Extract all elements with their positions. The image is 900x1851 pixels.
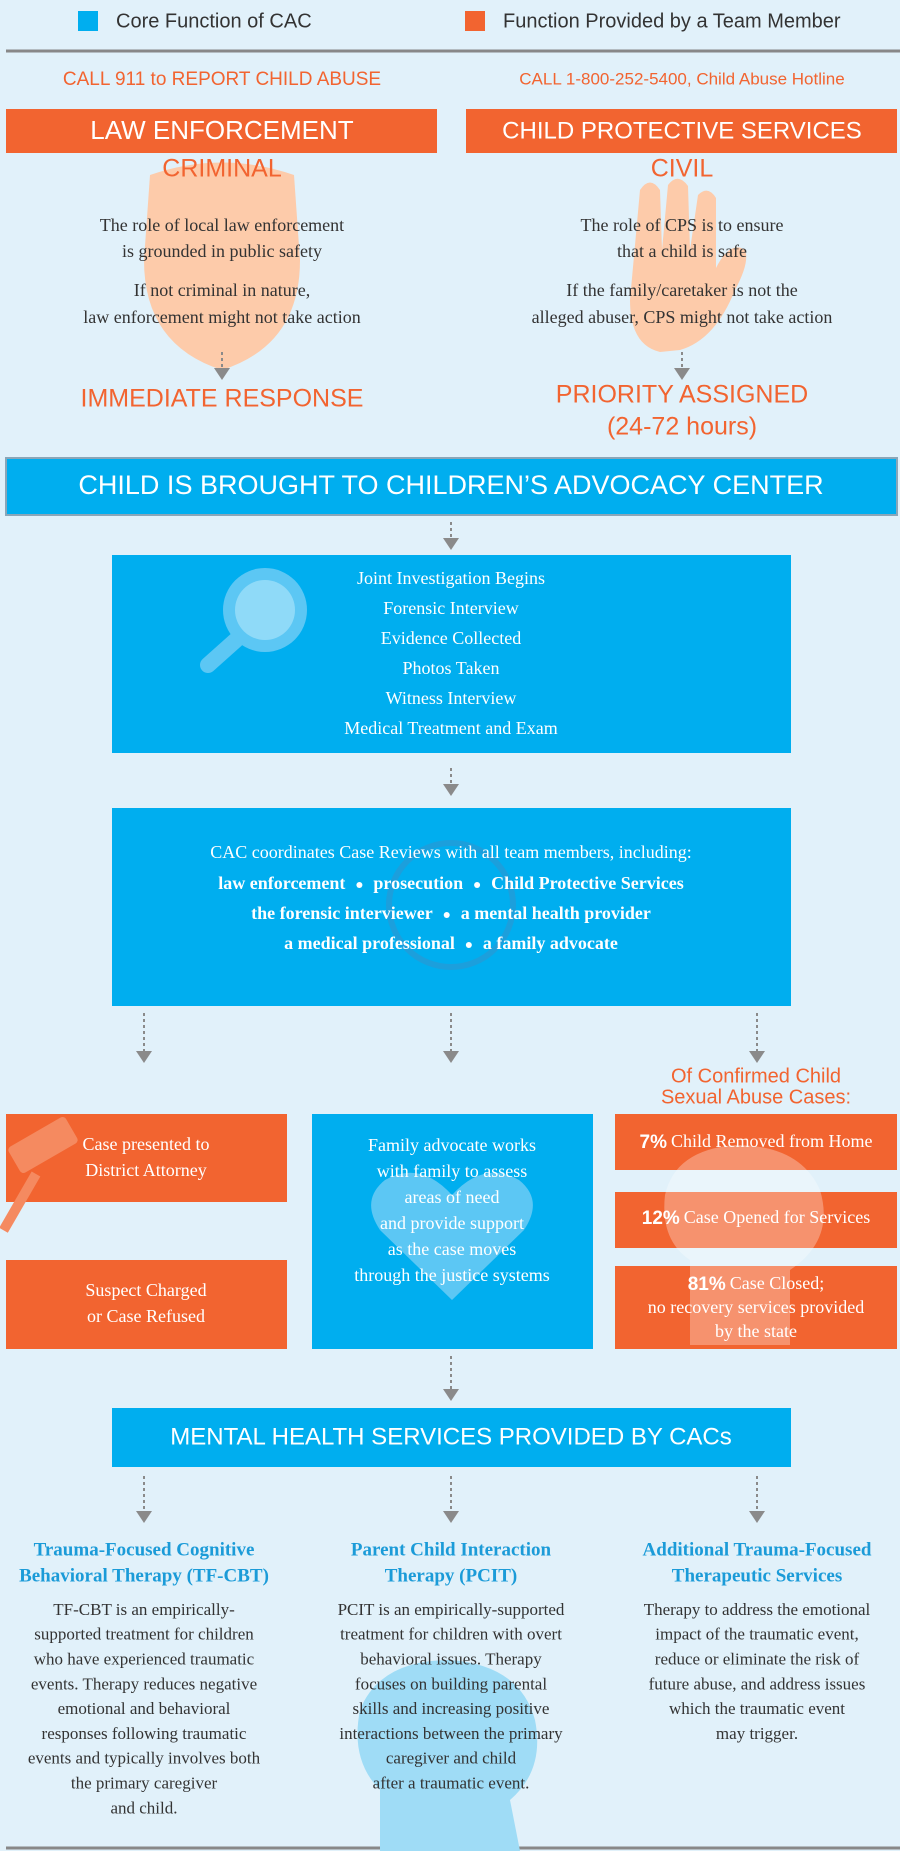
legend-label: Core Function of CAC (116, 10, 312, 32)
legal-text: District Attorney (85, 1160, 206, 1180)
infographic: Core Function of CAC Function Provided by… (0, 0, 900, 1851)
team-member: a family advocate (483, 933, 618, 953)
legend-swatch (78, 11, 98, 31)
banner-title: MENTAL HEALTH SERVICES PROVIDED BY CACs (170, 1423, 731, 1450)
agency-title: CHILD PROTECTIVE SERVICES (502, 117, 862, 144)
page: { "legend": [ {"label": "Core Function o… (0, 0, 900, 1851)
call-label: CALL 911 to REPORT CHILD ABUSE (63, 69, 381, 90)
limit-text: law enforcement might not take action (83, 307, 360, 327)
team-member: Child Protective Services (491, 873, 684, 893)
response-label: PRIORITY ASSIGNED (556, 381, 808, 409)
team-member: a medical professional (284, 933, 455, 953)
outcome-percent: 12% (642, 1208, 680, 1229)
therapy-body: and child. (110, 1798, 177, 1817)
call-label: CALL 1-800-252-5400, Child Abuse Hotline (519, 69, 844, 88)
family-advocate-text: and provide support (380, 1213, 524, 1233)
outcome-line: 81%Case Closed; (688, 1273, 825, 1295)
separator-dot (444, 912, 450, 918)
outcome-text: no recovery services provided (648, 1297, 864, 1317)
therapy-body: treatment for children with overt (340, 1625, 562, 1644)
therapy-body: may trigger. (716, 1724, 798, 1743)
limit-text: If the family/caretaker is not the (566, 280, 797, 300)
outcomes-title: Sexual Abuse Cases: (661, 1086, 851, 1108)
role-text: is grounded in public safety (122, 241, 322, 261)
therapy-title: Therapeutic Services (672, 1565, 842, 1586)
therapy-body: behavioral issues. Therapy (360, 1650, 542, 1669)
outcome-line: 7%Child Removed from Home (640, 1131, 873, 1153)
investigation-step: Medical Treatment and Exam (344, 718, 557, 738)
limit-text: alleged abuser, CPS might not take actio… (532, 307, 833, 327)
family-advocate-text: areas of need (405, 1187, 500, 1207)
legal-box (6, 1260, 287, 1349)
therapy-body: interactions between the primary (339, 1724, 563, 1743)
therapy-body: events and typically involves both (28, 1749, 261, 1768)
response-label: IMMEDIATE RESPONSE (81, 385, 364, 413)
therapy-body: skills and increasing positive (353, 1699, 550, 1718)
investigation-step: Joint Investigation Begins (357, 568, 545, 588)
role-text: that a child is safe (617, 241, 747, 261)
separator-dot (474, 882, 480, 888)
agency-title: LAW ENFORCEMENT (90, 115, 353, 145)
therapy-body: the primary caregiver (71, 1774, 218, 1793)
separator-dot (356, 882, 362, 888)
legal-text: Suspect Charged (85, 1280, 206, 1300)
role-text: The role of CPS is to ensure (581, 215, 784, 235)
therapy-body: future abuse, and address issues (649, 1674, 866, 1693)
therapy-body: who have experienced traumatic (34, 1650, 255, 1669)
legal-text: or Case Refused (87, 1306, 205, 1326)
therapy-title: Parent Child Interaction (351, 1539, 552, 1560)
therapy-title: Trauma-Focused Cognitive (34, 1539, 255, 1560)
outcome-text: by the state (715, 1321, 797, 1341)
therapy-body: focuses on building parental (355, 1674, 547, 1693)
response-label: (24-72 hours) (607, 413, 757, 441)
investigation-step: Photos Taken (403, 658, 500, 678)
legend-swatch (465, 11, 485, 31)
family-advocate-text: Family advocate works (368, 1135, 536, 1155)
therapy-body: after a traumatic event. (373, 1774, 530, 1793)
case-review-intro: CAC coordinates Case Reviews with all te… (210, 842, 691, 862)
therapy-body: impact of the traumatic event, (655, 1625, 858, 1644)
therapy-body: caregiver and child (386, 1749, 517, 1768)
family-advocate-text: as the case moves (388, 1239, 516, 1259)
outcome-line: 12%Case Opened for Services (642, 1207, 870, 1229)
outcome-percent: 81% (688, 1274, 726, 1295)
case-type: CIVIL (651, 155, 714, 183)
legend-label: Function Provided by a Team Member (503, 10, 841, 32)
therapy-body: emotional and behavioral (58, 1699, 231, 1718)
investigation-step: Witness Interview (386, 688, 517, 708)
therapy-body: Therapy to address the emotional (644, 1600, 871, 1619)
investigation-step: Forensic Interview (383, 598, 518, 618)
team-member: a mental health provider (461, 903, 651, 923)
team-member: prosecution (373, 873, 463, 893)
family-advocate-text: through the justice systems (354, 1265, 549, 1285)
therapy-body: TF-CBT is an empirically- (53, 1600, 235, 1619)
outcomes-title: Of Confirmed Child (671, 1065, 841, 1087)
banner-title: CHILD IS BROUGHT TO CHILDREN’S ADVOCACY … (78, 470, 823, 500)
therapy-body: events. Therapy reduces negative (31, 1674, 257, 1693)
therapy-title: Therapy (PCIT) (385, 1565, 517, 1586)
therapy-body: supported treatment for children (34, 1625, 254, 1644)
investigation-step: Evidence Collected (381, 628, 521, 648)
team-member: law enforcement (218, 873, 345, 893)
family-advocate-text: with family to assess (377, 1161, 528, 1181)
team-member: the forensic interviewer (251, 903, 433, 923)
role-text: The role of local law enforcement (100, 215, 344, 235)
outcome-percent: 7% (640, 1132, 668, 1153)
therapy-body: PCIT is an empirically-supported (338, 1600, 565, 1619)
outcome-text: Case Opened for Services (684, 1207, 870, 1227)
limit-text: If not criminal in nature, (134, 280, 310, 300)
case-review-box (112, 808, 791, 1006)
therapy-title: Behavioral Therapy (TF-CBT) (19, 1565, 269, 1586)
separator-dot (466, 942, 472, 948)
therapy-title: Additional Trauma-Focused (643, 1539, 872, 1560)
outcome-text: Child Removed from Home (671, 1131, 872, 1151)
magnifier-glass (235, 580, 295, 640)
therapy-body: responses following traumatic (42, 1724, 247, 1743)
outcome-text: Case Closed; (730, 1273, 825, 1293)
therapy-body: which the traumatic event (669, 1699, 845, 1718)
legal-text: Case presented to (83, 1134, 210, 1154)
therapy-body: reduce or eliminate the risk of (655, 1650, 860, 1669)
case-type: CRIMINAL (162, 155, 282, 183)
